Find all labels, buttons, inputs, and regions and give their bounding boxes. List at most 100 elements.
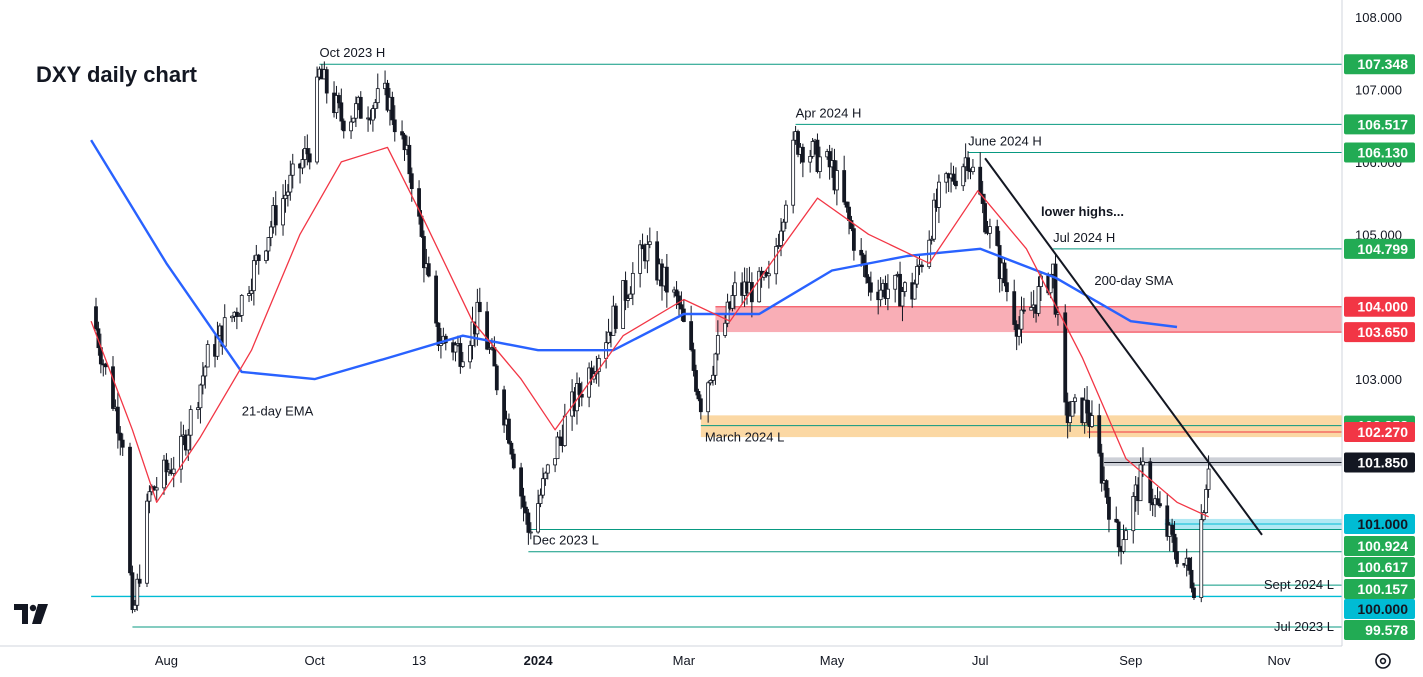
- candle-body: [1107, 496, 1111, 520]
- candle-body: [995, 226, 1000, 246]
- candle-body: [886, 288, 890, 299]
- candle-body: [903, 282, 907, 292]
- candle-body: [1131, 496, 1136, 532]
- candle-body: [453, 344, 458, 353]
- candle-body: [273, 205, 278, 226]
- candle-body: [698, 398, 703, 413]
- price-tags: 107.348 106.517 106.130 104.799 104.000 103.6…: [1344, 54, 1415, 640]
- candle-body: [1090, 415, 1094, 427]
- candle-body: [842, 170, 847, 203]
- candle-body: [954, 180, 958, 187]
- candle-body: [664, 266, 669, 293]
- sma200-line: [90, 139, 1178, 381]
- candle-body: [1121, 539, 1126, 552]
- candle-body: [426, 263, 431, 277]
- candle-body: [285, 191, 290, 196]
- zone-1: [700, 415, 1342, 438]
- candle-body: [1187, 557, 1192, 571]
- candle-body: [1116, 521, 1121, 548]
- price-tag-label: 99.578: [1365, 622, 1408, 638]
- candle-body: [222, 317, 227, 347]
- candle-body: [422, 236, 426, 269]
- candle-body: [677, 295, 681, 306]
- candle-body: [1138, 464, 1143, 502]
- candle-body: [628, 293, 633, 299]
- candle-body: [419, 215, 424, 237]
- tradingview-logo-icon[interactable]: [14, 604, 48, 624]
- price-tag-101.850: [1344, 452, 1415, 473]
- candle-body: [1022, 309, 1026, 312]
- candle-body: [268, 226, 273, 238]
- zone-2: [1104, 457, 1342, 467]
- candle-body: [1124, 530, 1128, 541]
- candle-body: [509, 442, 514, 455]
- candle-body: [866, 276, 871, 284]
- candle-body: [409, 173, 414, 190]
- candle-body: [920, 264, 924, 268]
- candle-body: [251, 260, 256, 292]
- candle-body: [1141, 461, 1145, 466]
- price-tag-label: 102.270: [1357, 424, 1408, 440]
- candle-body: [1201, 512, 1206, 521]
- candle-body: [796, 131, 800, 155]
- candle-body: [1005, 282, 1009, 293]
- candle-body: [732, 282, 737, 296]
- settings-gear-icon[interactable]: [1375, 653, 1391, 669]
- level-annotation: March 2024 L: [705, 430, 785, 445]
- candle-body: [1002, 262, 1007, 284]
- x-tick-Jul: Jul: [972, 653, 989, 668]
- candle-body: [528, 531, 533, 534]
- candle-body: [147, 491, 152, 502]
- candle-body: [808, 155, 813, 163]
- candle-body: [341, 120, 346, 132]
- level-annotation: Apr 2024 H: [796, 105, 862, 120]
- candle-body: [961, 166, 966, 187]
- candle-body: [485, 311, 489, 350]
- candle-body: [983, 203, 987, 233]
- candle-body: [203, 366, 208, 377]
- candle-body: [283, 194, 288, 200]
- candle-body: [281, 198, 285, 226]
- candle-body: [1206, 468, 1211, 490]
- ema21-line: [90, 146, 1209, 518]
- candle-body: [791, 139, 796, 206]
- candle-body: [1085, 399, 1089, 414]
- candle-body: [779, 230, 783, 246]
- price-tag-label: 106.130: [1357, 144, 1408, 160]
- candle-body: [827, 151, 832, 168]
- candle-body: [1019, 309, 1024, 330]
- level-annotation: Jul 2024 H: [1053, 230, 1115, 245]
- candle-body: [978, 166, 983, 195]
- x-tick-Mar: Mar: [673, 653, 696, 668]
- candle-body: [354, 103, 358, 119]
- candle-body: [188, 409, 193, 436]
- candle-body: [234, 311, 239, 317]
- candle-body: [715, 335, 720, 355]
- candle-body: [553, 458, 558, 466]
- candle-body: [694, 370, 698, 392]
- candle-body: [390, 96, 395, 121]
- candle-body: [538, 494, 543, 504]
- candle-body: [638, 244, 643, 274]
- plot-area[interactable]: Oct 2023 H Apr 2024 H June 2024 H Jul 2024 …: [90, 45, 1342, 634]
- candle-body: [971, 166, 975, 173]
- candle-body: [524, 506, 528, 514]
- candle-body: [475, 301, 480, 335]
- price-tag-104.000: [1344, 296, 1415, 317]
- candle-body: [1048, 273, 1053, 294]
- price-tag-label: 106.517: [1357, 116, 1408, 132]
- candle-body: [912, 283, 917, 300]
- candle-body: [120, 439, 125, 448]
- candle-body: [118, 432, 123, 441]
- candle-body: [264, 250, 268, 261]
- candle-body: [708, 379, 713, 384]
- candle-body: [239, 295, 244, 316]
- time-axis[interactable]: Aug Oct 13 2024 Mar May Jul Sep Nov: [155, 653, 1291, 668]
- candle-body: [468, 345, 472, 363]
- candle-body: [713, 353, 718, 376]
- candle-body: [1017, 328, 1021, 337]
- candle-body: [1065, 401, 1070, 424]
- candle-body: [200, 375, 205, 386]
